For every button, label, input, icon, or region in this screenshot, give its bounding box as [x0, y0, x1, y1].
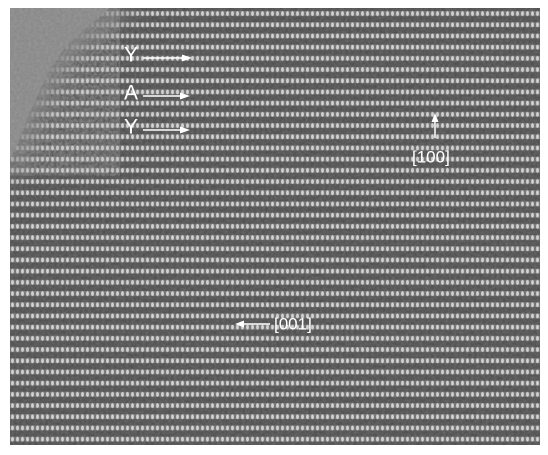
layer-label: Y [124, 116, 138, 139]
direction-label: [100] [412, 147, 450, 166]
page: Y A Y [100] [001] (() => { const data = … [0, 0, 548, 455]
lattice-image [10, 8, 540, 445]
layer-label: A [124, 82, 138, 105]
direction-label: [001] [274, 314, 312, 333]
layer-label: Y [124, 44, 138, 67]
micrograph: Y A Y [100] [001] [0, 0, 548, 455]
